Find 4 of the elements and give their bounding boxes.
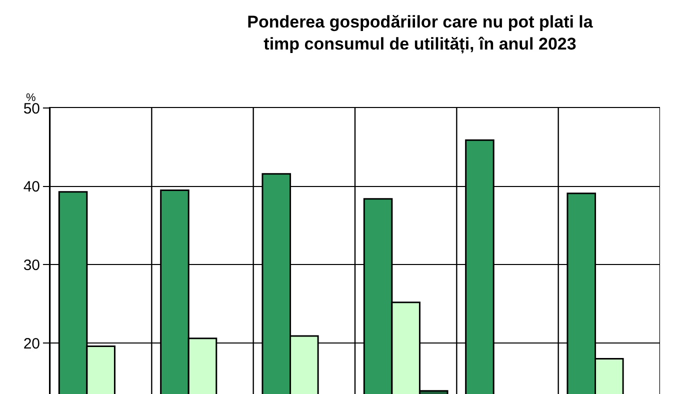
y-tick-label: 40 [23, 178, 40, 196]
chart-title: Ponderea gospodăriilor care nu pot plati la timp consumul de utilități, în anul 2023 [247, 12, 594, 54]
y-tick-label: 20 [23, 335, 40, 352]
y-tick-label: 30 [23, 256, 40, 274]
